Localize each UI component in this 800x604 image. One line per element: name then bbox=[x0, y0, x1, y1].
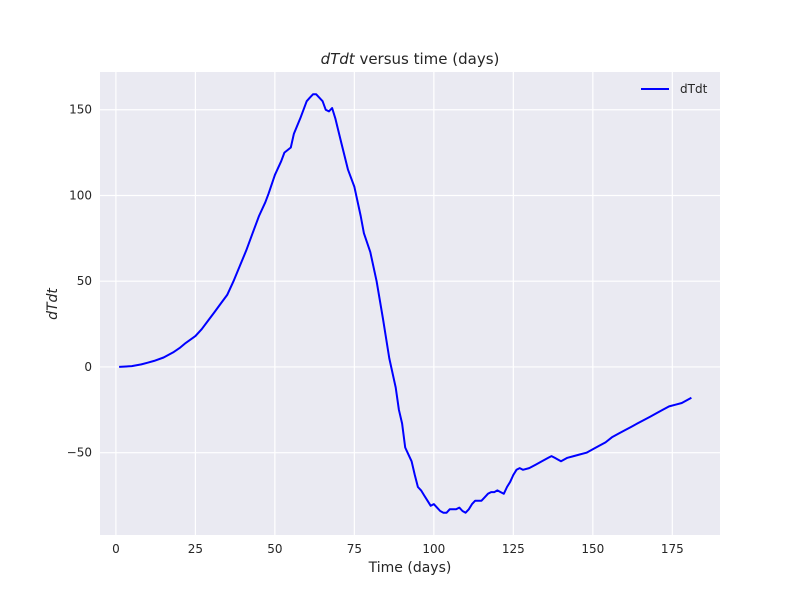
y-tick-label: 150 bbox=[69, 103, 92, 117]
x-tick-labels: 0 25 50 75 100 125 150 175 bbox=[112, 542, 684, 556]
y-axis-label: dTdt bbox=[45, 288, 61, 320]
chart-title: dTdt versus time (days) bbox=[321, 50, 500, 68]
series-line-dTdt bbox=[119, 93, 692, 514]
x-tick-label: 25 bbox=[188, 542, 203, 556]
plot-area bbox=[100, 72, 720, 535]
y-tick-label: 100 bbox=[69, 188, 92, 202]
x-tick-label: 0 bbox=[112, 542, 120, 556]
x-tick-label: 75 bbox=[347, 542, 362, 556]
y-tick-label: −50 bbox=[67, 446, 92, 460]
x-tick-label: 125 bbox=[502, 542, 525, 556]
legend-label: dTdt bbox=[680, 82, 708, 96]
x-axis-label: Time (days) bbox=[368, 560, 452, 576]
chart-title-rest: versus time (days) bbox=[355, 50, 500, 68]
y-tick-label: 0 bbox=[84, 360, 92, 374]
chart-title-italic: dTdt bbox=[321, 50, 356, 68]
x-tick-label: 150 bbox=[581, 542, 604, 556]
x-tick-label: 100 bbox=[422, 542, 445, 556]
x-tick-label: 175 bbox=[661, 542, 684, 556]
y-tick-labels: −50 0 50 100 150 bbox=[67, 103, 92, 460]
legend: dTdt bbox=[641, 82, 708, 96]
y-tick-label: 50 bbox=[77, 274, 92, 288]
series-layer bbox=[119, 93, 692, 514]
grid-lines bbox=[100, 72, 720, 535]
x-tick-label: 50 bbox=[267, 542, 282, 556]
